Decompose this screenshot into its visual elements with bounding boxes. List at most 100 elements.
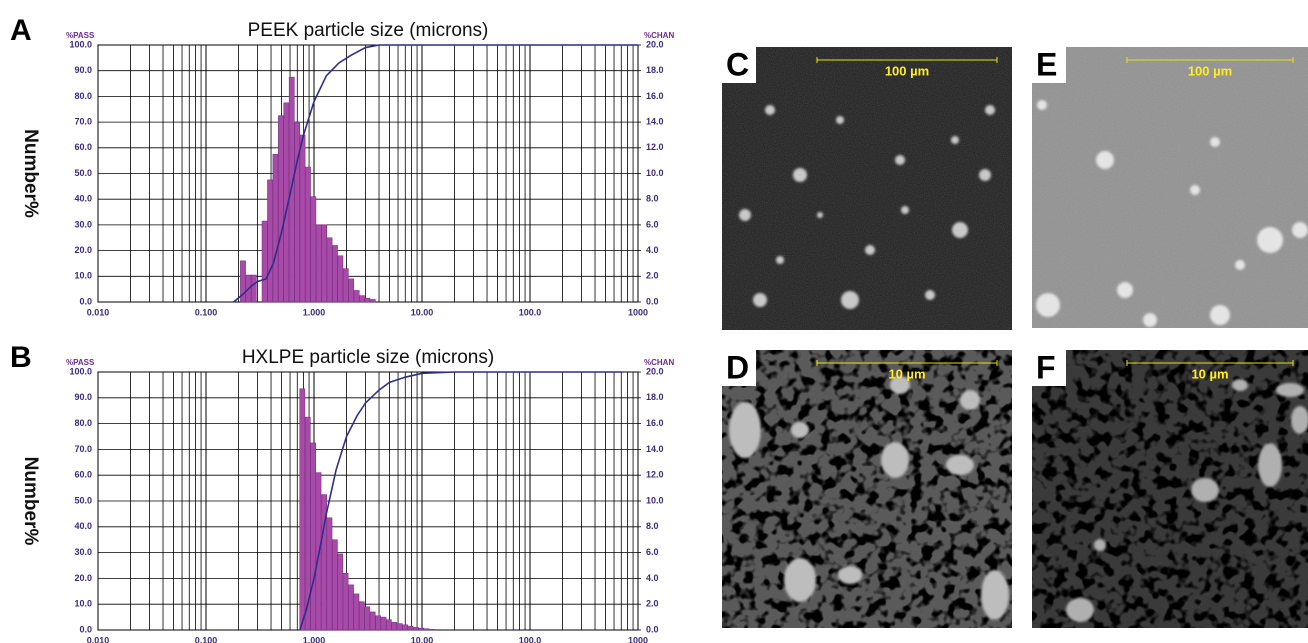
x-tick-label: 0.010 xyxy=(87,307,110,317)
y2-tick-label: 16.0 xyxy=(646,91,664,101)
y-tick-label: 70.0 xyxy=(74,116,92,126)
bar xyxy=(327,518,332,630)
y2-tick-label: 0.0 xyxy=(646,296,659,306)
y-label: Number% xyxy=(20,457,41,546)
bar xyxy=(316,225,321,302)
y-tick-label: 90.0 xyxy=(74,392,92,402)
bar xyxy=(332,245,337,302)
bar xyxy=(316,473,321,630)
y-tick-label: 50.0 xyxy=(74,168,92,178)
y2-tick-label: 8.0 xyxy=(646,194,659,204)
y2-tick-label: 10.0 xyxy=(646,495,664,505)
bar xyxy=(348,585,353,630)
bar xyxy=(359,602,364,630)
x-tick-label: 0.100 xyxy=(195,307,218,317)
y2-tick-label: 14.0 xyxy=(646,116,664,126)
bar xyxy=(408,626,413,630)
y2-tick-label: 12.0 xyxy=(646,142,664,152)
bar xyxy=(392,622,397,630)
sem-images xyxy=(722,47,1308,628)
bar xyxy=(267,180,272,302)
y-tick-label: 10.0 xyxy=(74,599,92,609)
scale-label: 10 µm xyxy=(1191,366,1228,381)
bar xyxy=(311,443,316,630)
scale-label: 10 µm xyxy=(888,366,925,381)
bar xyxy=(295,122,300,302)
y-tick-label: 30.0 xyxy=(74,547,92,557)
bar xyxy=(354,290,359,302)
y2-tick-label: 6.0 xyxy=(646,547,659,557)
x-tick-label: 100.0 xyxy=(519,635,542,643)
y2-tick-label: 6.0 xyxy=(646,219,659,229)
y2-tick-label: 2.0 xyxy=(646,599,659,609)
x-tick-label: 0.100 xyxy=(195,635,218,643)
x-tick-label: 10.00 xyxy=(411,307,434,317)
sem-pores xyxy=(1032,350,1308,628)
bar xyxy=(419,628,424,630)
bar xyxy=(311,197,316,302)
image-label: E xyxy=(1036,46,1057,82)
bar xyxy=(338,554,343,630)
y-tick-label: 20.0 xyxy=(74,573,92,583)
image-label: C xyxy=(726,46,749,82)
chart-title: HXLPE particle size (microns) xyxy=(242,347,494,368)
y-tick-label: 30.0 xyxy=(74,219,92,229)
y-tick-label: 0.0 xyxy=(79,624,92,634)
bar xyxy=(424,629,429,630)
image-label: F xyxy=(1036,349,1056,385)
y2-tick-label: 20.0 xyxy=(646,366,664,376)
bar xyxy=(305,167,310,302)
y-tick-label: 80.0 xyxy=(74,91,92,101)
sem-noise xyxy=(1032,47,1308,328)
y-tick-label: 40.0 xyxy=(74,194,92,204)
panel-label: A xyxy=(10,14,32,47)
bar xyxy=(278,116,283,302)
y2-tick-label: 4.0 xyxy=(646,245,659,255)
bar xyxy=(381,617,386,630)
y2-tick-label: 8.0 xyxy=(646,521,659,531)
bar xyxy=(375,616,380,630)
bar xyxy=(332,540,337,630)
y2-tick-label: 10.0 xyxy=(646,168,664,178)
y2-tick-label: 18.0 xyxy=(646,65,664,75)
bar xyxy=(365,607,370,630)
bar xyxy=(397,624,402,630)
y-tick-label: 10.0 xyxy=(74,271,92,281)
y-tick-label: 60.0 xyxy=(74,142,92,152)
panel-label: B xyxy=(10,341,32,374)
x-tick-label: 100.0 xyxy=(519,307,542,317)
bar xyxy=(370,612,375,630)
bar xyxy=(338,256,343,302)
bar xyxy=(262,221,267,302)
y2-tick-label: 2.0 xyxy=(646,271,659,281)
y2-tick-label: 4.0 xyxy=(646,573,659,583)
bar xyxy=(365,298,370,302)
y2-tick-label: 14.0 xyxy=(646,444,664,454)
sem-noise xyxy=(722,47,1012,330)
bar xyxy=(343,573,348,630)
y-tick-label: 40.0 xyxy=(74,521,92,531)
y-tick-label: 100.0 xyxy=(69,366,92,376)
x-tick-label: 1000 xyxy=(628,307,648,317)
bar xyxy=(327,238,332,302)
bar xyxy=(251,275,256,302)
y-tick-label: 70.0 xyxy=(74,444,92,454)
y2-tick-label: 0.0 xyxy=(646,624,659,634)
chart-title: PEEK particle size (microns) xyxy=(248,20,489,41)
y2-tick-label: 20.0 xyxy=(646,39,664,49)
figure: APEEK particle size (microns)%PASS%CHANN… xyxy=(0,0,1308,643)
y2-tick-label: 16.0 xyxy=(646,418,664,428)
y-tick-label: 20.0 xyxy=(74,245,92,255)
bar xyxy=(300,135,305,302)
x-tick-label: 1.000 xyxy=(303,635,326,643)
x-tick-label: 10.00 xyxy=(411,635,434,643)
y-tick-label: 100.0 xyxy=(69,39,92,49)
bar xyxy=(370,299,375,302)
bar xyxy=(429,629,434,630)
x-tick-label: 0.010 xyxy=(87,635,110,643)
y-tick-label: 80.0 xyxy=(74,418,92,428)
bar xyxy=(359,296,364,302)
y2-tick-label: 12.0 xyxy=(646,470,664,480)
y-tick-label: 90.0 xyxy=(74,65,92,75)
